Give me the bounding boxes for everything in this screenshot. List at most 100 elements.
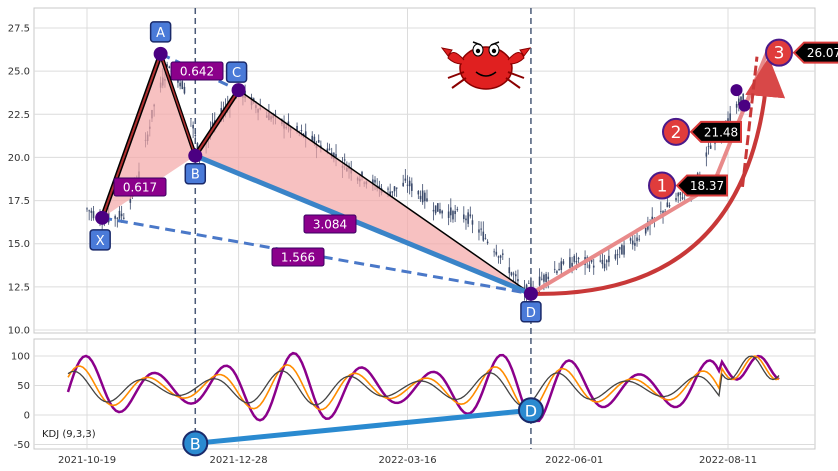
candle-body [614, 254, 617, 259]
kdj-label: KDJ (9,3,3) [42, 429, 96, 440]
candle-body [540, 278, 543, 280]
price-ytick: 10.0 [8, 326, 30, 337]
candle-body [304, 131, 307, 138]
candle-body [553, 268, 556, 270]
kdj-series [67, 355, 780, 407]
candle-body [495, 251, 498, 255]
candle-body [484, 237, 487, 239]
point-label: B [191, 168, 200, 183]
candle-body [486, 241, 489, 244]
candle-body [432, 209, 435, 212]
candle-body [538, 276, 541, 286]
candle-body [543, 274, 545, 282]
candle-body [220, 108, 223, 114]
candle-body [181, 81, 184, 90]
ratio-label: 0.642 [180, 65, 214, 79]
candle-body [560, 261, 563, 271]
pattern-point [95, 210, 110, 225]
pattern-point [523, 286, 538, 301]
point-label: C [232, 66, 241, 81]
candle-body [343, 159, 346, 161]
x-tick-label: 2021-10-19 [58, 455, 116, 466]
leg-cd [238, 89, 532, 295]
candle-body [588, 264, 591, 269]
candle-body [439, 209, 441, 214]
candle-body [419, 195, 422, 200]
candle-body [547, 276, 550, 279]
candle-body [590, 258, 593, 263]
candle-body [666, 202, 669, 208]
candle-body [387, 188, 389, 190]
candle-body [618, 247, 621, 250]
target-value-box [689, 120, 742, 143]
candle-body [92, 211, 95, 219]
projection-point [730, 84, 743, 97]
candle-body [738, 98, 740, 106]
candle-body [707, 146, 710, 148]
candle-body [742, 93, 744, 101]
candle-body [573, 255, 576, 262]
indicator-panel [33, 338, 816, 450]
candle-body [190, 118, 192, 120]
candle-body [478, 229, 480, 233]
kdj-divergence-line [195, 407, 532, 446]
candle-body [465, 218, 467, 221]
candle-body [471, 220, 474, 225]
candle-body [411, 183, 413, 191]
kdj-point-circle [182, 430, 209, 457]
candle-body [454, 211, 456, 215]
candle-body [393, 186, 396, 192]
x-tick-label: 2021-12-28 [210, 455, 268, 466]
price-ytick: 15.0 [8, 239, 30, 250]
target-number: 1 [657, 177, 668, 197]
candle-body [616, 254, 619, 256]
candle-body [317, 140, 320, 143]
candle-body [631, 240, 634, 245]
candle-body [463, 214, 465, 220]
candle-body [621, 244, 623, 255]
candle-body [441, 210, 443, 214]
target-circle [648, 171, 676, 200]
candle-body [406, 184, 409, 186]
price-ytick: 25.0 [8, 67, 30, 78]
candle-body [378, 185, 381, 188]
candle-body [592, 265, 595, 268]
target-value: 18.37 [690, 179, 724, 193]
candle-body [179, 82, 181, 87]
candle-body [417, 190, 420, 195]
kdj-ytick: 0 [24, 411, 30, 422]
target-number: 3 [774, 44, 785, 64]
harmonic-pattern [95, 46, 786, 301]
candle-body [599, 260, 602, 262]
target-value: 26.07 [807, 46, 838, 60]
projection-point [738, 99, 751, 112]
price-ytick: 27.5 [8, 24, 30, 35]
x-tick-label: 2022-06-01 [545, 455, 603, 466]
crab-icon [440, 41, 532, 90]
candle-body [116, 217, 119, 219]
candle-body [326, 148, 329, 152]
candle-body [508, 267, 511, 274]
kdj-point-circle [517, 397, 544, 424]
candle-body [118, 210, 121, 219]
ratio-box [113, 177, 167, 197]
leg-ab-inner [159, 53, 196, 156]
pattern-labels: X A B C D 0.617 0.642 3.084 1.566 B D 1 18.37 2 21.48 3… [89, 21, 838, 457]
projection-dash [741, 56, 759, 188]
candle-body [605, 260, 608, 263]
candle-body [129, 198, 132, 203]
target-number: 2 [671, 123, 682, 143]
candle-body [501, 253, 504, 255]
price-ytick: 20.0 [8, 153, 30, 164]
candle-body [437, 203, 439, 212]
candle-body [450, 207, 452, 216]
candle-body [629, 238, 632, 241]
target-circle [662, 117, 690, 146]
candle-body [426, 198, 428, 202]
candle-body [636, 237, 638, 242]
ratio-label: 3.084 [313, 218, 347, 232]
candle-body [510, 272, 513, 276]
candle-body [311, 135, 314, 141]
leg-ac-dashed [159, 52, 240, 92]
